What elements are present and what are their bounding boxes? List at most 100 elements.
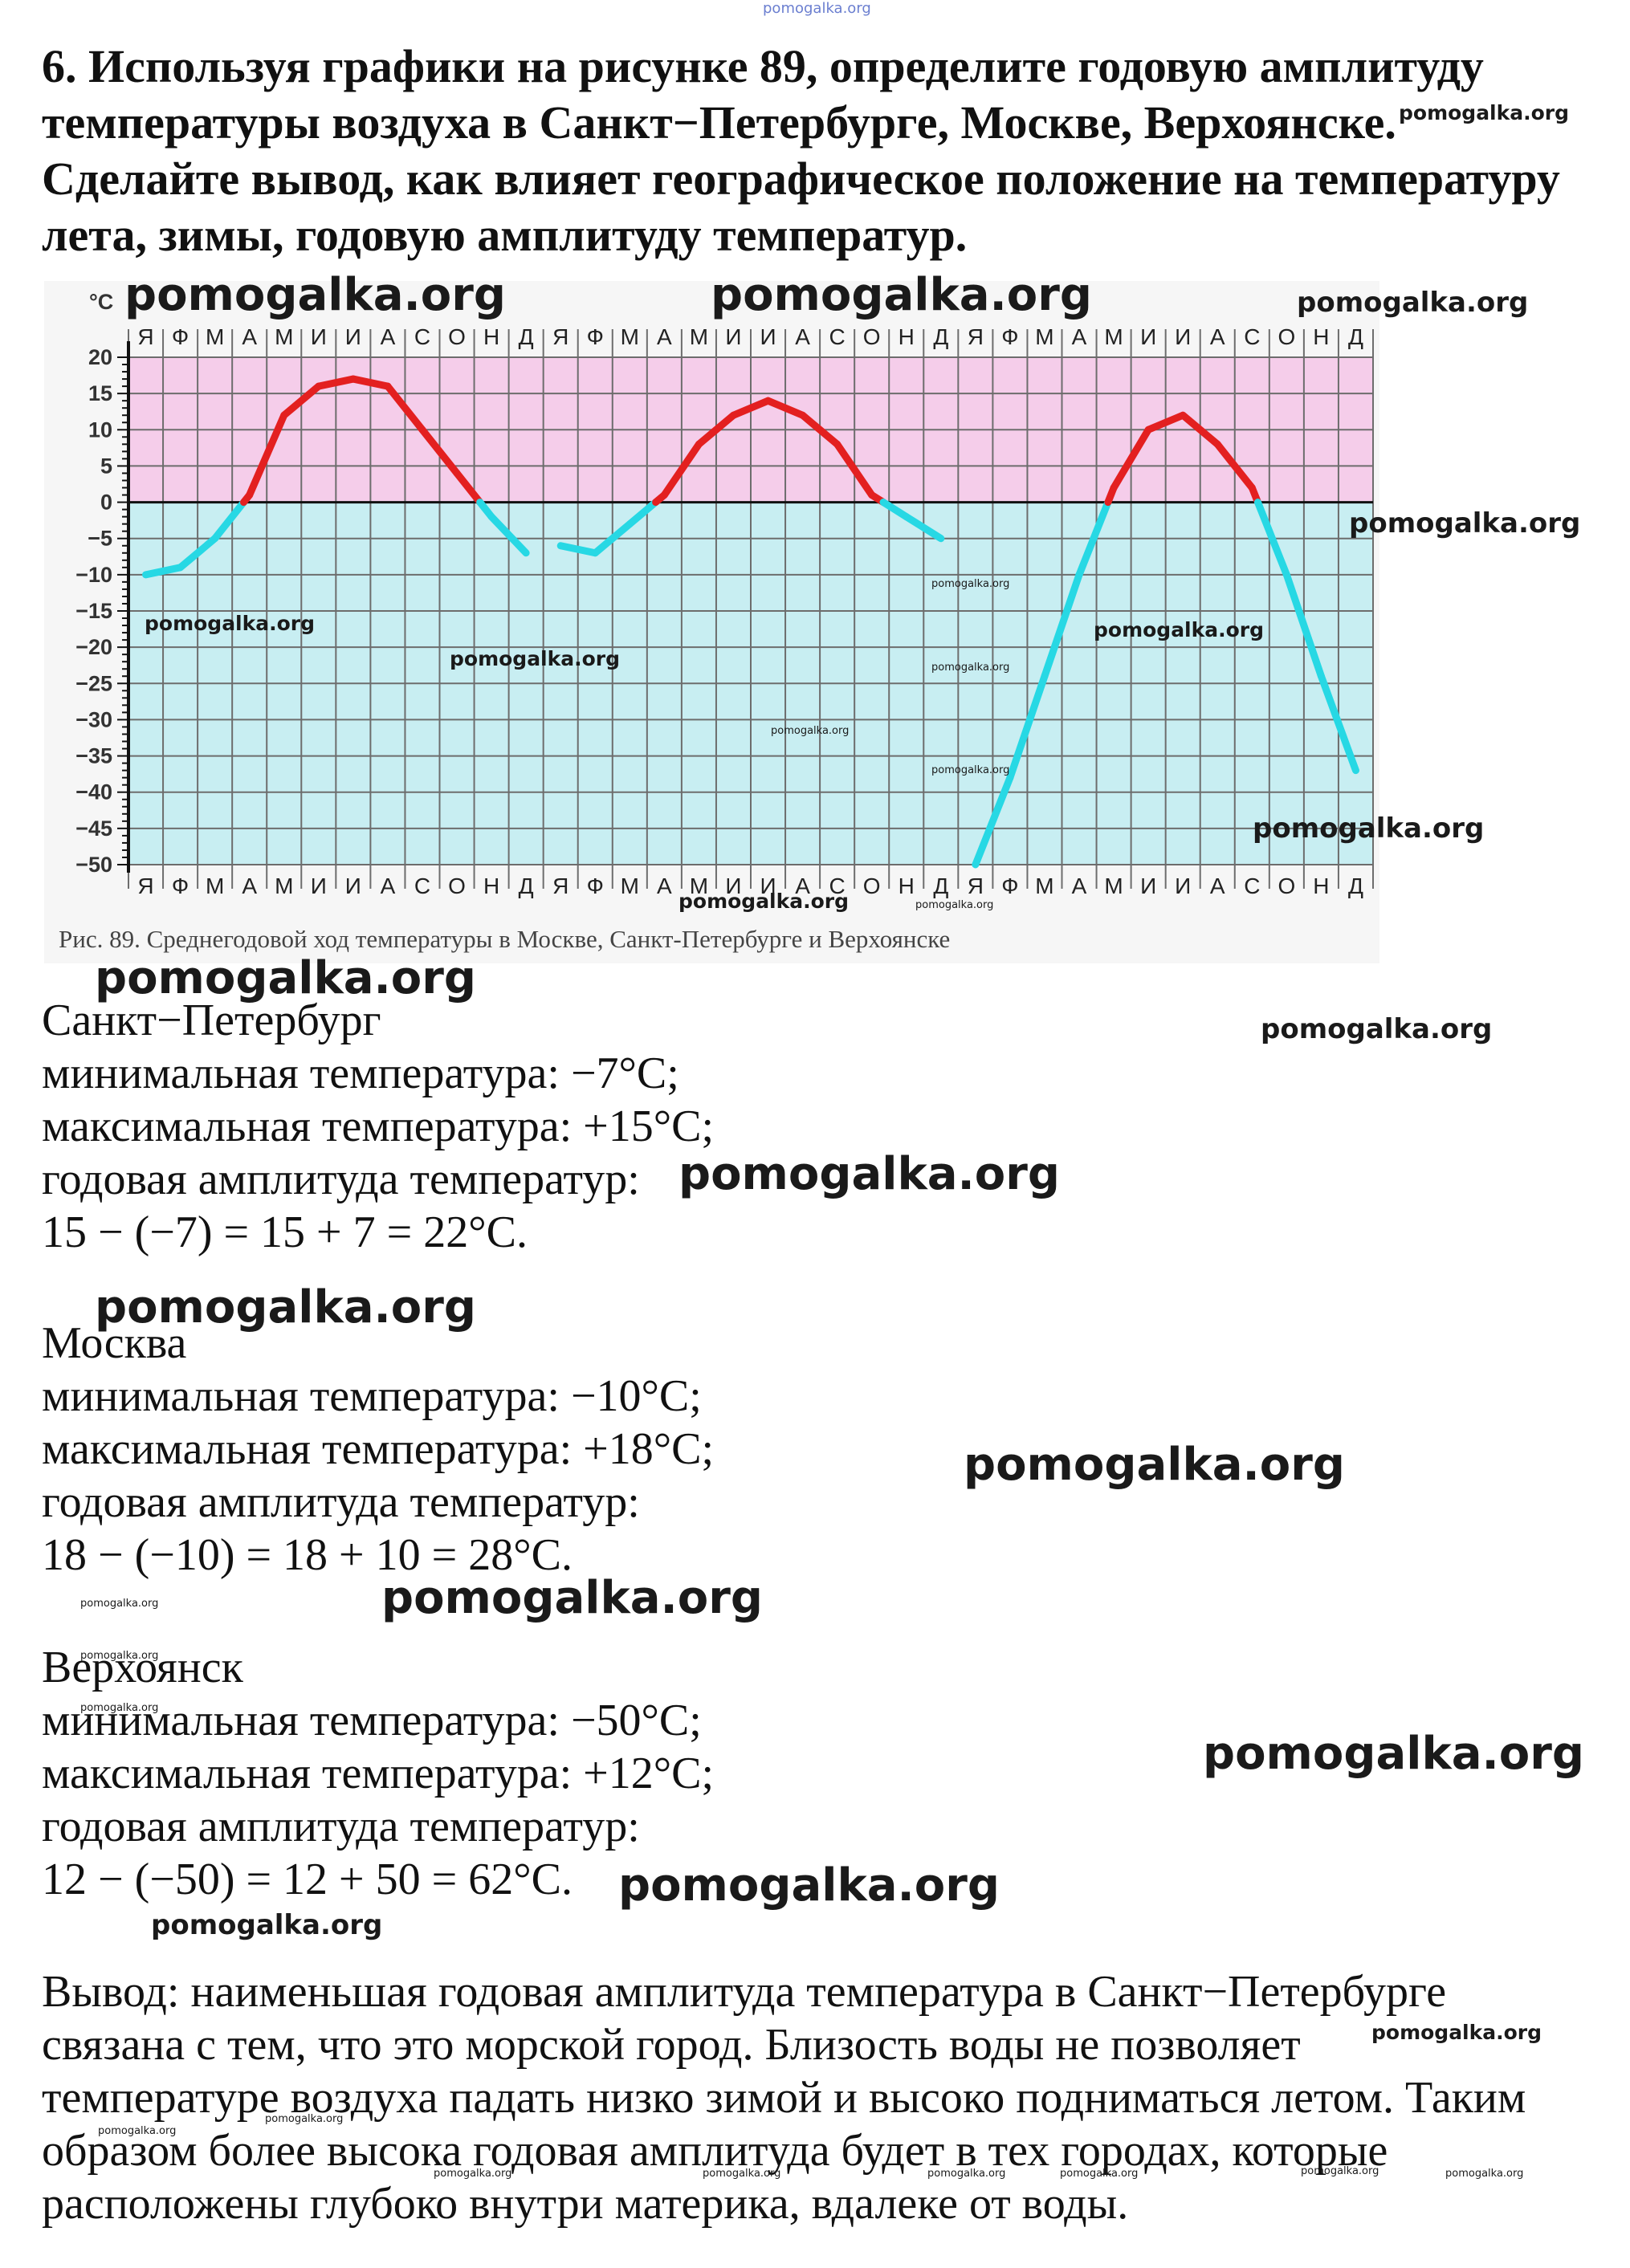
- min-temperature: минимальная температура: −50°С;: [42, 1696, 702, 1745]
- watermark: pomogalka.org: [1297, 287, 1529, 319]
- month-label: А: [795, 873, 810, 898]
- month-label: Н: [1313, 873, 1329, 898]
- month-label: О: [448, 873, 466, 898]
- amplitude-calc: 18 − (−10) = 18 + 10 = 28°С.: [42, 1530, 573, 1580]
- month-label: М: [206, 324, 224, 349]
- month-label: О: [863, 873, 881, 898]
- amplitude-label: годовая амплитуда температур:: [42, 1802, 640, 1851]
- watermark: pomogalka.org: [931, 662, 1010, 674]
- month-label: Я: [968, 324, 984, 349]
- watermark: pomogalka.org: [145, 612, 316, 635]
- city-name: Санкт−Петербург: [42, 996, 381, 1045]
- series-line-segment: [879, 499, 911, 521]
- month-label: И: [1140, 873, 1156, 898]
- month-label: Д: [933, 873, 948, 898]
- month-label: М: [275, 324, 293, 349]
- series-line-segment: [384, 382, 426, 434]
- month-label: Д: [1348, 873, 1363, 898]
- watermark: pomogalka.org: [618, 1859, 1000, 1912]
- y-tick-label: −50: [75, 853, 112, 877]
- watermark: pomogalka.org: [80, 1702, 159, 1714]
- watermark: pomogalka.org: [95, 1281, 476, 1334]
- watermark: pomogalka.org: [95, 952, 476, 1004]
- month-label: С: [414, 324, 430, 349]
- watermark: pomogalka.org: [1094, 618, 1265, 641]
- month-label: Ф: [587, 873, 604, 898]
- month-label: А: [381, 324, 396, 349]
- watermark: pomogalka.org: [1445, 2168, 1524, 2180]
- watermark: pomogalka.org: [927, 2168, 1006, 2180]
- min-temperature: минимальная температура: −10°С;: [42, 1371, 702, 1421]
- month-label: И: [725, 324, 741, 349]
- series-line-segment: [315, 375, 357, 390]
- month-label: И: [1140, 324, 1156, 349]
- month-label: Ф: [587, 324, 604, 349]
- task-line: лета, зимы, годовую амплитуду температур…: [42, 209, 968, 261]
- series-line-segment: [1282, 571, 1325, 680]
- temperature-chart: 20 15 10 5 0 −5 −10 −15 −20 −25 −30 −35 −40 −45 −50 °C Я…: [59, 290, 1374, 953]
- month-label: М: [275, 873, 293, 898]
- series-line-segment: [1179, 411, 1221, 448]
- series-line-segment: [1253, 499, 1290, 579]
- watermark: pomogalka.org: [1253, 812, 1485, 845]
- y-tick-label: −25: [75, 671, 112, 695]
- unit-label: °C: [89, 290, 113, 314]
- month-label: М: [1104, 873, 1123, 898]
- amplitude-calc: 12 − (−50) = 12 + 50 = 62°С.: [42, 1855, 573, 1904]
- watermark: pomogalka.org: [771, 725, 850, 737]
- series-line-segment: [903, 513, 945, 543]
- series-line-segment: [764, 397, 807, 419]
- y-tick-label: 10: [88, 417, 112, 442]
- month-label: С: [1244, 873, 1260, 898]
- conclusion-line: температуре воздуха падать низко зимой и…: [42, 2073, 1526, 2123]
- month-label: Д: [519, 873, 534, 898]
- month-label: М: [206, 873, 224, 898]
- watermark: pomogalka.org: [1261, 1013, 1493, 1045]
- y-tick-label: −20: [75, 635, 112, 659]
- month-label: А: [657, 873, 672, 898]
- series-line-segment: [1006, 672, 1049, 782]
- series-line-segment: [695, 411, 737, 448]
- city-name: Москва: [42, 1318, 187, 1368]
- month-label: Я: [968, 873, 984, 898]
- month-label: И: [311, 324, 327, 349]
- series-line-segment: [1144, 411, 1187, 434]
- month-label: Н: [899, 873, 915, 898]
- month-label: И: [1175, 873, 1191, 898]
- month-label: А: [1072, 324, 1087, 349]
- y-tick-label: −10: [75, 563, 112, 587]
- watermark: pomogalka.org: [98, 2125, 177, 2137]
- series-line-segment: [1110, 426, 1152, 492]
- y-tick-label: −15: [75, 599, 112, 623]
- max-temperature: максимальная температура: +18°С;: [42, 1424, 715, 1474]
- series-line-segment: [972, 774, 1014, 869]
- conclusion-line: расположены глубоко внутри материка, вда…: [42, 2179, 1129, 2229]
- city-block-verkhoyansk: Верхоянск минимальная температура: −50°С…: [42, 1641, 714, 1906]
- y-tick-label: −45: [75, 816, 112, 841]
- series-line-segment: [1213, 440, 1256, 492]
- month-label: Я: [552, 324, 568, 349]
- series-line-segment: [418, 426, 461, 477]
- conclusion: Вывод: наименьшая годовая амплитуда темп…: [42, 1965, 1616, 2230]
- conclusion-line: Вывод: наименьшая годовая амплитуда темп…: [42, 1967, 1447, 2017]
- month-label: И: [311, 873, 327, 898]
- month-label: Н: [1313, 324, 1329, 349]
- watermark: pomogalka.org: [703, 2168, 781, 2180]
- conclusion-line: связана с тем, что это морской город. Бл…: [42, 2020, 1301, 2070]
- watermark: pomogalka.org: [931, 764, 1010, 776]
- series-line-segment: [487, 513, 530, 557]
- watermark: pomogalka.org: [678, 1148, 1060, 1200]
- series-line-segment: [729, 397, 772, 419]
- figure-89: 20 15 10 5 0 −5 −10 −15 −20 −25 −30 −35 −40 −45 −50 °C Я…: [44, 281, 1379, 963]
- series-line-segment: [556, 542, 599, 557]
- month-label: А: [381, 873, 396, 898]
- series-line-segment: [211, 499, 248, 543]
- watermark: pomogalka.org: [450, 647, 621, 670]
- series-line-segment: [177, 535, 219, 572]
- min-temperature: минимальная температура: −7°С;: [42, 1048, 679, 1098]
- month-label: И: [760, 324, 776, 349]
- top-watermark: pomogalka.org: [763, 0, 871, 17]
- month-label: А: [1210, 873, 1225, 898]
- watermark: pomogalka.org: [711, 269, 1092, 321]
- month-label: Я: [137, 873, 153, 898]
